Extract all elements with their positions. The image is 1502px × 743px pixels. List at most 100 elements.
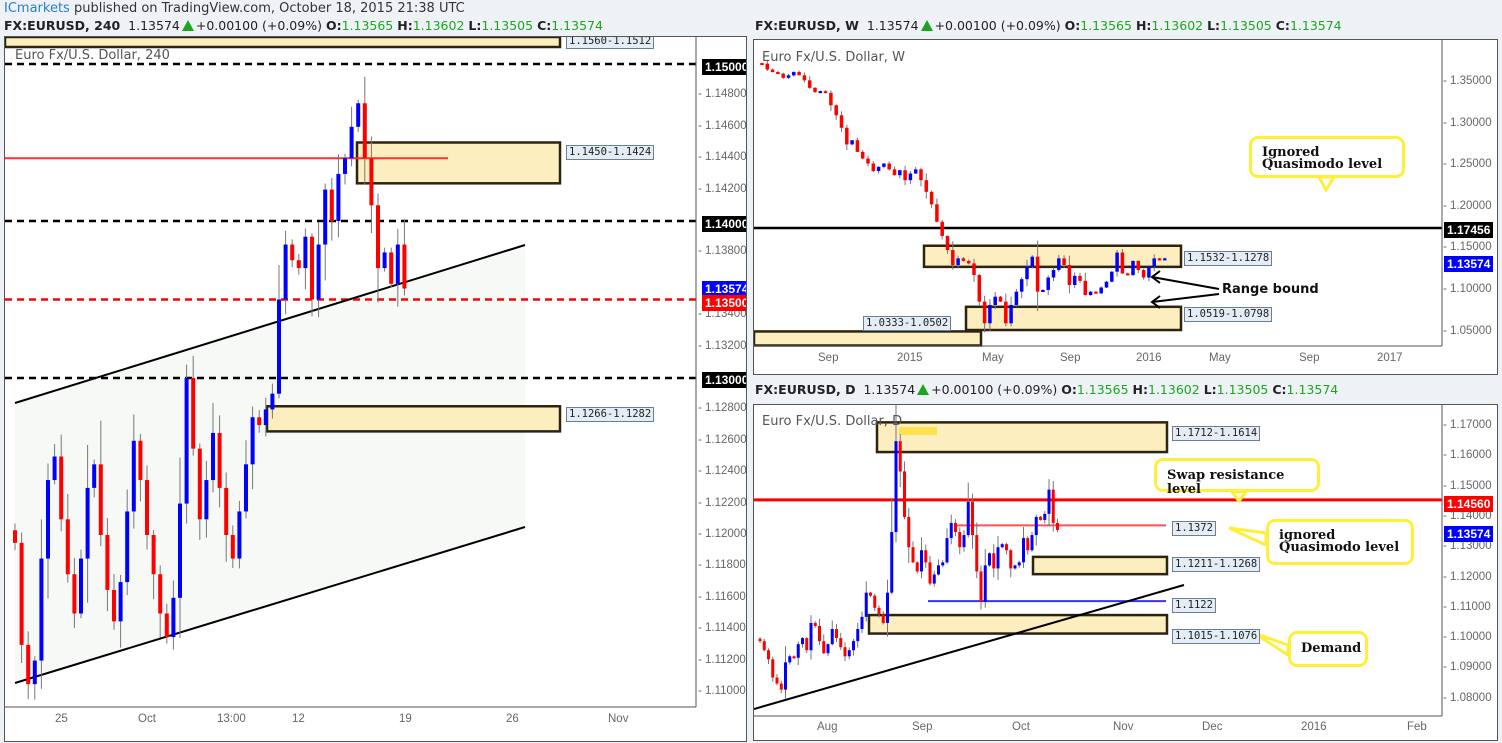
x-axis-tick: Sep [1299, 352, 1320, 364]
publish-info: ICmarkets published on TradingView.com, … [4, 1, 465, 16]
daily-low: 1.13505 [1216, 382, 1269, 397]
zone-label-1015: 1.1015-1.1076 [1172, 629, 1261, 644]
h4-symbol: FX:EURUSD, 240 [4, 18, 121, 33]
y-axis-tick: - 1.12800 [698, 402, 747, 415]
h4-close: 1.13574 [551, 18, 603, 33]
zone-label-0519: 1.0519-1.0798 [1184, 307, 1273, 322]
y-axis-tick: - 1.13000 [1443, 540, 1492, 553]
daily-chart-canvas[interactable] [754, 405, 1498, 741]
y-axis-tick: - 1.11000 [698, 685, 746, 697]
x-axis-tick: May [982, 352, 1004, 364]
y-axis-tick: - 1.35000 [1443, 75, 1492, 87]
h4-high: 1.13602 [412, 18, 465, 33]
y-axis-tick: - 1.14200 [698, 182, 747, 195]
h4-last: 1.13574 [128, 18, 180, 33]
y-axis-tick: - 1.16000 [1443, 449, 1492, 462]
zone-label-1450: 1.1450-1.1424 [566, 145, 655, 160]
zone-label-1211: 1.1211-1.1268 [1172, 557, 1261, 572]
up-arrow-icon [920, 20, 933, 31]
y-axis-tick: - 1.12000 [1443, 570, 1492, 583]
x-axis-tick: 2015 [897, 352, 923, 364]
zone-label-0333: 1.0333-1.0502 [863, 316, 952, 331]
y-axis-tick: - 1.30000 [1443, 116, 1492, 129]
y-axis-tick: - 1.11000 [1443, 600, 1491, 613]
h4-low: 1.13505 [481, 18, 534, 33]
daily-high: 1.13602 [1148, 382, 1200, 397]
y-axis-tick: - 1.13800 [698, 245, 747, 258]
daily-chart-panel[interactable]: Euro Fx/U.S. Dollar, D 1.1712-1.1614 1.1… [753, 404, 1498, 741]
price-tag-1.17456: 1.17456 [1444, 222, 1494, 238]
zone-label-1266: 1.1266-1.1282 [566, 407, 655, 422]
callout-ignored-quasimodo: ignored Quasimodo level [1266, 519, 1414, 565]
daily-symbol: FX:EURUSD, D [755, 382, 856, 397]
daily-chart-title: Euro Fx/U.S. Dollar, D [762, 414, 903, 429]
publish-text: published on TradingView.com, October 18… [69, 1, 465, 16]
x-axis-tick: Oct [138, 713, 156, 725]
up-arrow-icon [917, 384, 930, 395]
y-axis-tick: - 1.11200 [698, 653, 746, 666]
daily-change: +0.00100 (+0.09%) [931, 382, 1058, 397]
y-axis-tick: - 1.08000 [1443, 691, 1492, 704]
y-axis-tick: - 1.12600 [698, 433, 747, 446]
y-axis-tick: - 1.10000 [1443, 631, 1492, 644]
callout-ignored-quasimodo: Ignored Quasimodo level [1249, 136, 1405, 178]
y-axis-tick: - 1.10000 [1443, 283, 1492, 295]
y-axis-tick: - 1.15000 [1443, 479, 1492, 492]
weekly-chart-title: Euro Fx/U.S. Dollar, W [762, 50, 905, 65]
x-axis-tick: Feb [1407, 721, 1427, 733]
x-axis-tick: May [1209, 352, 1231, 364]
price-tag-1.15000: 1.15000 [702, 59, 746, 75]
x-axis-tick: 19 [399, 713, 412, 725]
y-axis-tick: - 1.14400 [698, 151, 747, 164]
x-axis-tick: Sep [1060, 352, 1081, 364]
zone-label-1712: 1.1712-1.1614 [1172, 426, 1261, 441]
price-tag-1.13500: 1.13500 [702, 295, 746, 311]
x-axis-tick: 2016 [1136, 352, 1162, 364]
price-tag-1.14560: 1.14560 [1444, 496, 1494, 512]
x-axis-tick: 13:00 [217, 713, 246, 725]
h4-header: FX:EURUSD, 240 1.13574 +0.00100 (+0.09%) … [4, 18, 603, 33]
weekly-last: 1.13574 [866, 18, 919, 33]
daily-open: 1.13565 [1076, 382, 1129, 397]
y-axis-tick: - 1.11800 [698, 559, 746, 572]
x-axis-tick: Nov [608, 713, 629, 725]
price-tag-1.14000: 1.14000 [702, 216, 746, 232]
weekly-change: +0.00100 (+0.09%) [934, 18, 1061, 33]
price-tag-current: 1.13574 [702, 281, 746, 297]
x-axis-tick: 12 [292, 713, 305, 725]
x-axis-tick: Nov [1113, 721, 1134, 733]
y-axis-tick: - 1.14600 [698, 119, 747, 132]
level-label-1122: 1.1122 [1172, 598, 1216, 613]
y-axis-tick: - 1.11400 [698, 622, 746, 635]
zone-label-1560: 1.1560-1.1512 [566, 37, 655, 49]
weekly-chart-panel[interactable]: Euro Fx/U.S. Dollar, W 1.1532-1.1278 1.0… [753, 39, 1498, 375]
y-axis-tick: - 1.17000 [1443, 419, 1492, 431]
y-axis-tick: - 1.13400 [698, 308, 747, 321]
h4-open: 1.13565 [341, 18, 394, 33]
price-tag-1.13000: 1.13000 [702, 372, 746, 388]
h4-chart-panel[interactable]: Euro Fx/U.S. Dollar, 240 1.1560-1.1512 1… [4, 36, 747, 742]
y-axis-tick: - 1.25000 [1443, 158, 1492, 171]
y-axis-tick: - 1.05000 [1443, 324, 1492, 337]
h4-chart-title: Euro Fx/U.S. Dollar, 240 [15, 48, 170, 63]
x-axis-tick: Sep [818, 352, 839, 364]
y-axis-tick: - 1.13200 [698, 339, 747, 352]
x-axis-tick: Dec [1202, 721, 1223, 733]
y-axis-tick: - 1.12000 [698, 528, 747, 540]
x-axis-tick: 25 [55, 713, 68, 725]
price-tag-current: 1.13574 [1444, 256, 1494, 272]
h4-change: +0.00100 (+0.09%) [195, 18, 322, 33]
weekly-chart-canvas[interactable] [754, 40, 1498, 375]
author-link[interactable]: ICmarkets [4, 1, 70, 16]
weekly-open: 1.13565 [1080, 18, 1132, 33]
x-axis-tick: 2016 [1301, 721, 1327, 733]
y-axis-tick: - 1.14800 [698, 88, 747, 101]
zone-label-1532: 1.1532-1.1278 [1184, 251, 1273, 266]
x-axis-tick: Aug [817, 721, 838, 733]
x-axis-tick: 2017 [1377, 352, 1403, 364]
up-arrow-icon [181, 20, 194, 31]
h4-chart-canvas[interactable] [5, 37, 747, 742]
y-axis-tick: - 1.14000 [1443, 509, 1492, 522]
callout-demand: Demand [1288, 631, 1368, 667]
y-axis-tick: - 1.20000 [1443, 199, 1492, 212]
